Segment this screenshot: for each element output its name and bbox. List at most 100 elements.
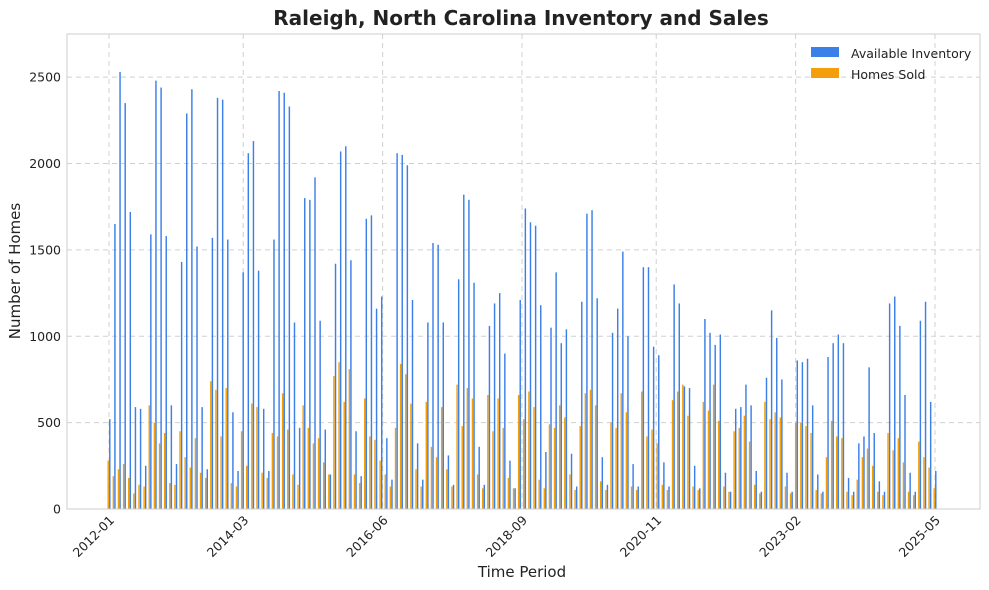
homes-sold-bar (836, 436, 838, 509)
inventory-bar (350, 260, 352, 509)
inventory-bar (688, 388, 691, 509)
homes-sold-bar (261, 472, 263, 509)
inventory-bar (262, 408, 265, 509)
homes-sold-bar (702, 401, 705, 509)
inventory-bar (144, 465, 147, 509)
x-axis-label: Time Period (477, 563, 566, 581)
y-tick-label: 0 (53, 502, 61, 517)
homes-sold-bar (753, 484, 756, 509)
legend-label-sold: Homes Sold (851, 67, 925, 82)
inventory-bar (334, 263, 337, 509)
inventory-bar (468, 199, 470, 509)
inventory-bar (540, 305, 542, 509)
inventory-bar (355, 431, 357, 509)
inventory-bar (401, 154, 403, 509)
homes-sold-bar (635, 490, 638, 509)
homes-sold-bar (266, 477, 268, 509)
inventory-bar (565, 329, 568, 509)
inventory-bar (652, 346, 655, 509)
inventory-bar (452, 484, 455, 509)
y-tick-label: 1000 (29, 329, 61, 344)
inventory-bar (411, 300, 414, 509)
x-tick-label: 2025-05 (896, 513, 944, 561)
inventory-bar (396, 153, 398, 509)
inventory-bar (791, 491, 793, 509)
homes-sold-bar (199, 472, 202, 509)
homes-sold-bar (553, 427, 556, 509)
inventory-bar (170, 405, 173, 509)
homes-sold-bar (646, 436, 648, 509)
homes-sold-bar (564, 417, 566, 509)
inventory-bar (755, 471, 757, 509)
inventory-bar (760, 491, 763, 509)
inventory-bar (858, 443, 860, 509)
inventory-bar (611, 332, 614, 509)
homes-sold-bar (276, 436, 279, 509)
homes-sold-bar (410, 403, 412, 509)
homes-sold-bar (764, 401, 766, 509)
inventory-bar (534, 225, 537, 510)
homes-sold-bar (281, 393, 284, 509)
homes-sold-bar (548, 424, 551, 509)
inventory-bar (642, 267, 645, 509)
homes-sold-bar (379, 460, 381, 509)
y-axis-label: Number of Homes (6, 203, 24, 340)
inventory-bar (391, 479, 393, 509)
homes-sold-bar (594, 405, 597, 509)
inventory-bar (524, 208, 527, 509)
homes-sold-bar (861, 457, 864, 509)
inventory-bar (637, 486, 639, 509)
inventory-bar (842, 343, 845, 509)
y-tick-label: 2500 (29, 70, 61, 85)
inventory-bar (678, 303, 680, 509)
homes-sold-bar (533, 407, 535, 509)
inventory-bar (750, 405, 752, 509)
homes-sold-bar (830, 420, 833, 509)
inventory-bar (375, 308, 378, 509)
homes-sold-bar (430, 446, 433, 509)
homes-sold-bar (769, 419, 771, 509)
homes-sold-bar (312, 443, 315, 509)
inventory-bar (873, 433, 875, 509)
inventory-bar (668, 486, 670, 509)
homes-sold-bar (871, 465, 874, 509)
inventory-bar (478, 446, 480, 509)
homes-sold-bar (589, 389, 592, 509)
homes-sold-bar (240, 431, 243, 509)
inventory-bar (257, 270, 260, 509)
inventory-bar (339, 151, 342, 509)
inventory-bar (283, 92, 285, 509)
inventory-bar (365, 218, 368, 509)
homes-sold-bar (671, 400, 674, 509)
homes-sold-bar (143, 486, 145, 509)
homes-sold-bar (707, 410, 710, 509)
inventory-bar (894, 296, 896, 509)
homes-sold-bar (158, 443, 161, 509)
inventory-bar (699, 488, 701, 509)
homes-sold-bar (471, 398, 474, 509)
inventory-bar (673, 284, 675, 509)
inventory-bar (278, 91, 280, 509)
inventory-bar (165, 236, 167, 509)
homes-sold-bar (912, 495, 915, 509)
inventory-bar (827, 357, 829, 509)
x-ticks: 2012-01 2014-03 2016-06 2018-09 2020-11 2023-… (70, 512, 944, 560)
homes-sold-bar (902, 462, 905, 509)
inventory-bar (796, 360, 798, 509)
legend-swatch-inventory (811, 47, 839, 57)
homes-sold-bar (292, 474, 294, 509)
inventory-bar (529, 222, 532, 509)
homes-sold-bar (169, 483, 171, 509)
inventory-bar (324, 429, 326, 509)
chart-title: Raleigh, North Carolina Inventory and Sa… (273, 6, 769, 30)
homes-sold-bar (523, 419, 525, 509)
homes-sold-bar (204, 477, 207, 509)
homes-sold-bar (759, 493, 761, 509)
homes-sold-bar (610, 422, 612, 509)
inventory-bar (822, 491, 824, 509)
inventory-bar (288, 106, 291, 510)
inventory-bar (519, 300, 521, 509)
homes-sold-bar (194, 438, 197, 509)
inventory-bar (124, 103, 126, 509)
